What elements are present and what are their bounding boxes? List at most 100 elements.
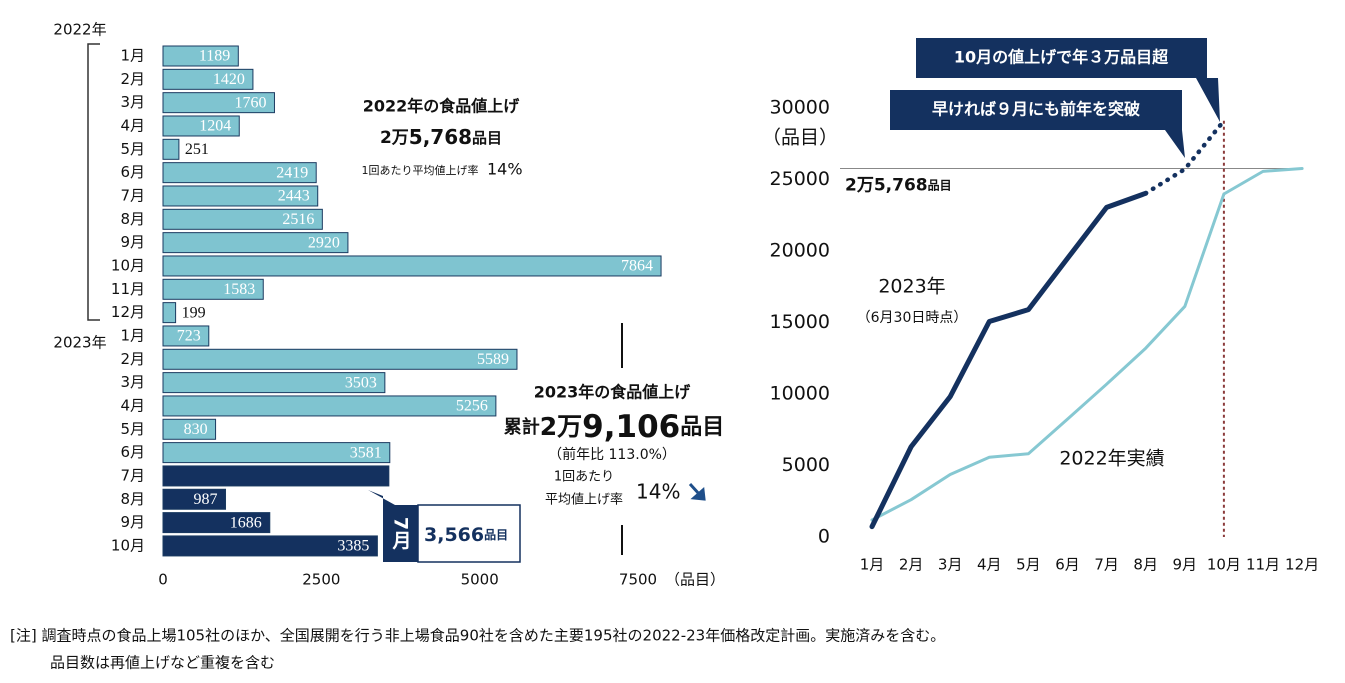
y-tick-label: 1月 [120, 47, 145, 65]
bar [162, 488, 227, 510]
y-tick-label: 6月 [120, 163, 145, 181]
value-label: 2443 [278, 188, 310, 205]
y-tick-label: 7月 [120, 466, 145, 484]
series-note: （6月30日時点） [857, 310, 968, 326]
bar [162, 115, 240, 137]
group-label: 2023年 [53, 334, 106, 352]
y-tick-label: 15000 [770, 311, 830, 333]
callout-month: 7月 [390, 517, 413, 550]
y-axis-label: （品目） [762, 127, 838, 149]
rate: 14% [636, 480, 680, 504]
series-line [1143, 118, 1227, 196]
value-label: 7864 [621, 258, 653, 275]
x-tick-label: 12月 [1285, 556, 1319, 574]
value-label: 1760 [234, 94, 266, 111]
bar [162, 395, 497, 417]
rate: 14% [487, 160, 523, 179]
bracket [87, 43, 100, 321]
total-part: 5,768 [409, 125, 472, 149]
ratio: （前年比 113.0%） [548, 446, 676, 463]
value-label: 5256 [456, 398, 488, 415]
value-label: 2920 [308, 234, 340, 251]
note: 品目数は再値上げなど重複を含む [50, 654, 275, 672]
reference-label-part: 2万5,768 [845, 176, 928, 196]
y-tick-label: 5月 [120, 140, 145, 158]
bar [162, 68, 254, 90]
group-label: 2022年 [53, 21, 106, 39]
value-label: 3385 [337, 538, 369, 555]
x-tick-label: 2月 [899, 556, 924, 574]
callout-unit: 品目 [484, 528, 508, 542]
x-tick-label: 6月 [1055, 556, 1080, 574]
total-part: 9,106 [582, 409, 680, 445]
y-tick-label: 30000 [770, 97, 830, 119]
y-tick-label: 3月 [120, 93, 145, 111]
series-line [869, 190, 1149, 530]
bar [162, 278, 264, 300]
value-label: 3581 [350, 444, 382, 461]
value-label: 1420 [213, 71, 245, 88]
bar [162, 418, 217, 440]
bar [162, 372, 386, 394]
x-tick-label: 5月 [1016, 556, 1041, 574]
y-tick-label: 8月 [120, 210, 145, 228]
summary-heading: 2022年の食品値上げ [363, 97, 521, 116]
rate-label: 平均値上げ率 [545, 492, 623, 508]
bar [162, 348, 518, 370]
callout-value: 3,566品目 [424, 524, 508, 546]
bar [162, 185, 319, 207]
value-label: 723 [177, 328, 201, 345]
value-label: 1686 [230, 514, 262, 531]
value-label: 1189 [199, 48, 230, 65]
y-tick-label: 20000 [770, 240, 830, 262]
callout-box [890, 90, 1185, 158]
y-tick-label: 11月 [111, 280, 145, 298]
total-part: 2万 [380, 128, 409, 148]
summary-total: 累計2万9,106品目 [504, 409, 724, 445]
reference-label: 2万5,768品目 [845, 176, 952, 196]
x-tick-label: 4月 [977, 556, 1002, 574]
value-label: 199 [182, 304, 206, 321]
down-arrow [688, 482, 706, 501]
bar [162, 302, 177, 324]
value-label: 3503 [345, 374, 377, 391]
callout-text: 早ければ９月にも前年を突破 [932, 100, 1140, 119]
value-label: 5589 [477, 351, 509, 368]
x-tick-label: 10月 [1207, 556, 1241, 574]
callout-shape [368, 490, 418, 562]
x-axis-label: （品目） [665, 571, 725, 589]
x-tick-label: 7500 [619, 571, 657, 589]
value-label: 830 [184, 421, 208, 438]
x-tick-label: 2500 [302, 571, 340, 589]
bar [162, 162, 317, 184]
value-label: 1583 [223, 281, 255, 298]
total-part: 2万 [540, 412, 582, 441]
series-label: 2023年 [878, 276, 945, 298]
rate-label: 1回あたり [554, 470, 614, 485]
y-tick-label: 4月 [120, 396, 145, 414]
x-tick-label: 7月 [1094, 556, 1119, 574]
y-tick-label: 2月 [120, 70, 145, 88]
x-tick-label: 8月 [1133, 556, 1158, 574]
value-label: 1204 [199, 118, 231, 135]
x-tick-label: 1月 [860, 556, 885, 574]
bar [162, 255, 662, 277]
y-tick-label: 10月 [111, 256, 145, 274]
y-tick-label: 12月 [111, 303, 145, 321]
y-tick-label: 10月 [111, 536, 145, 554]
value-label: 2419 [276, 164, 308, 181]
x-tick-label: 0 [158, 571, 168, 589]
rate-label: 1回あたり平均値上げ率 [362, 163, 479, 177]
bar [162, 535, 378, 557]
series-line [870, 167, 1304, 522]
y-tick-label: 5月 [120, 420, 145, 438]
summary-total: 2万5,768品目 [380, 125, 502, 149]
y-tick-label: 9月 [120, 513, 145, 531]
note: [注] 調査時点の食品上場105社のほか、全国展開を行う非上場食品90社を含めた… [10, 627, 945, 645]
bar [162, 232, 349, 254]
bar [162, 45, 239, 67]
callout-box [916, 38, 1220, 122]
y-tick-label: 6月 [120, 443, 145, 461]
x-tick-label: 3月 [938, 556, 963, 574]
